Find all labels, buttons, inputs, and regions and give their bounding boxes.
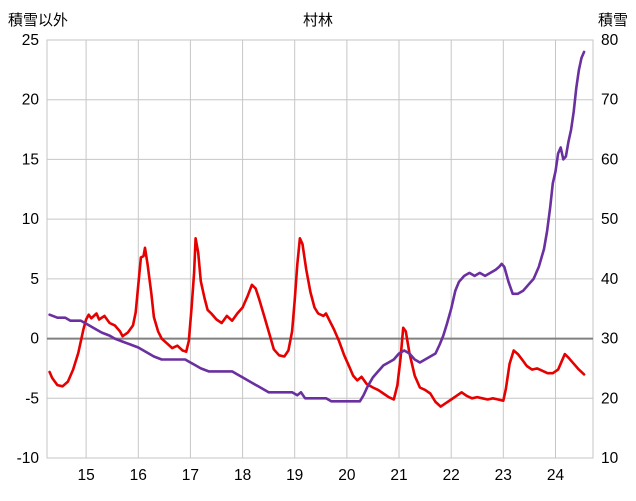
svg-text:17: 17 xyxy=(182,467,199,484)
svg-text:19: 19 xyxy=(286,467,303,484)
svg-text:5: 5 xyxy=(30,271,39,288)
svg-text:-5: -5 xyxy=(25,390,39,407)
svg-text:60: 60 xyxy=(601,151,619,168)
svg-text:15: 15 xyxy=(22,151,39,168)
svg-text:10: 10 xyxy=(601,450,619,467)
svg-text:20: 20 xyxy=(601,390,619,407)
series-right xyxy=(48,50,586,403)
svg-text:20: 20 xyxy=(338,467,356,484)
svg-text:16: 16 xyxy=(130,467,147,484)
svg-text:0: 0 xyxy=(30,331,39,348)
right-axis-title: 積雪 xyxy=(597,12,628,29)
chart-title: 村林 xyxy=(302,12,333,29)
svg-text:23: 23 xyxy=(495,467,512,484)
chart-header: 積雪以外 村林 積雪 xyxy=(0,6,636,30)
svg-text:-10: -10 xyxy=(17,450,40,467)
left-axis-title: 積雪以外 xyxy=(8,12,69,29)
svg-text:18: 18 xyxy=(234,467,251,484)
svg-text:30: 30 xyxy=(601,331,619,348)
svg-text:15: 15 xyxy=(77,467,94,484)
svg-text:50: 50 xyxy=(601,211,619,228)
svg-text:70: 70 xyxy=(601,92,619,109)
series-left xyxy=(48,237,586,408)
svg-text:25: 25 xyxy=(22,32,39,49)
svg-text:20: 20 xyxy=(22,92,40,109)
svg-text:40: 40 xyxy=(601,271,619,288)
gridlines xyxy=(46,39,594,459)
svg-text:24: 24 xyxy=(547,467,565,484)
svg-text:80: 80 xyxy=(601,32,619,49)
tick-labels: -10 -5 0 5 10 15 20 25 10 20 30 40 50 60 70 80 15 16 17 18 1… xyxy=(17,32,619,484)
svg-text:21: 21 xyxy=(390,467,407,484)
svg-text:10: 10 xyxy=(22,211,40,228)
svg-text:22: 22 xyxy=(443,467,460,484)
